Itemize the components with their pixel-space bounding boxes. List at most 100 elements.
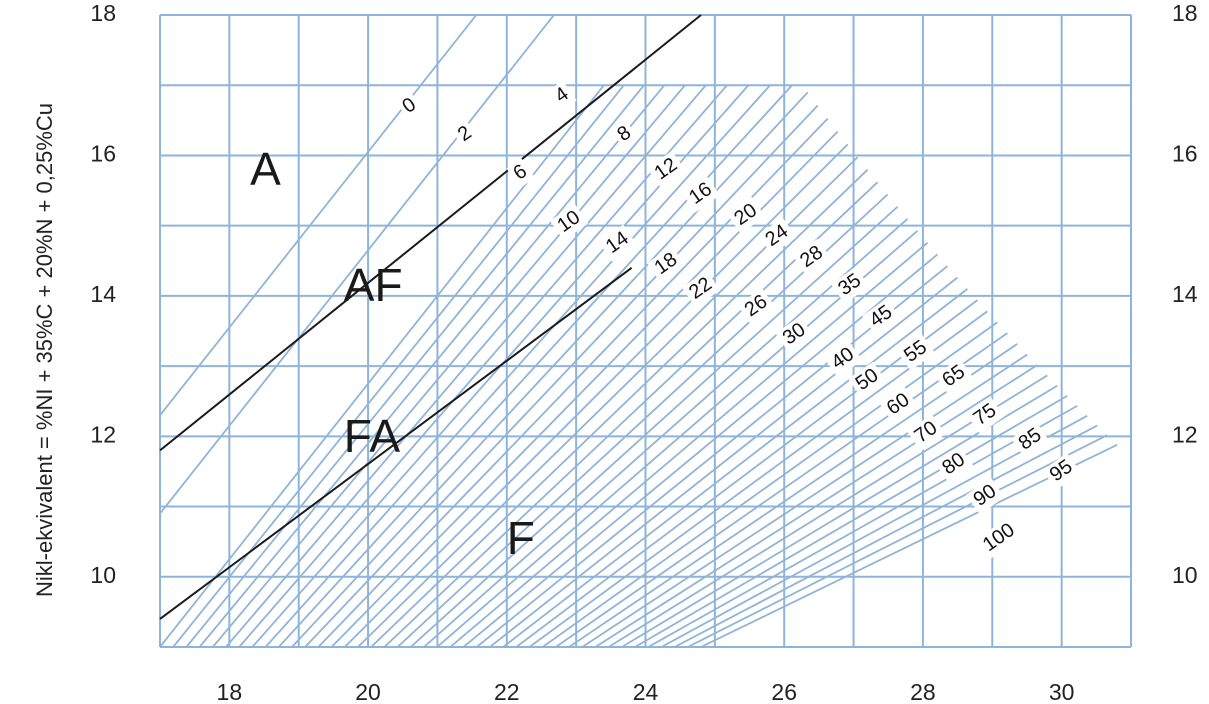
y-tick-label-right: 10 — [1172, 562, 1198, 588]
iso-ferrite-line — [238, 84, 728, 647]
iso-ferrite-line — [634, 395, 1068, 647]
y-tick-label: 12 — [90, 421, 116, 447]
iso-ferrite-line — [160, 15, 477, 416]
iso-label-background — [934, 445, 974, 483]
y-tick-label: 18 — [90, 0, 116, 26]
y-tick-label-right: 16 — [1172, 141, 1198, 167]
region-label: AF — [344, 259, 403, 311]
iso-ferrite-label: 55 — [900, 336, 931, 367]
iso-ferrite-line — [502, 288, 968, 647]
iso-ferrite-label: 60 — [883, 389, 914, 420]
iso-ferrite-line — [462, 253, 939, 647]
iso-ferrite-line — [264, 84, 771, 647]
y-tick-label-right: 12 — [1172, 421, 1198, 447]
iso-label-background — [907, 414, 946, 452]
y-tick-label-right: 14 — [1172, 281, 1198, 307]
iso-ferrite-labels: 0246810121416182022242628303540455055606… — [395, 80, 1081, 561]
iso-ferrite-label: 22 — [685, 273, 716, 304]
iso-label-background — [975, 516, 1024, 561]
iso-ferrite-label: 28 — [796, 241, 827, 272]
iso-label-background — [792, 238, 832, 276]
iso-ferrite-label: 95 — [1046, 455, 1077, 486]
iso-ferrite-line — [198, 84, 666, 647]
iso-ferrite-line — [370, 169, 869, 647]
x-tick-label: 24 — [633, 679, 659, 704]
phase-boundary-line — [159, 14, 702, 452]
iso-ferrite-label: 12 — [650, 154, 681, 185]
iso-ferrite-line — [225, 84, 707, 647]
iso-ferrite-line — [212, 84, 686, 647]
grid — [159, 14, 1132, 648]
iso-label-background — [681, 175, 721, 213]
iso-ferrite-line — [647, 405, 1078, 647]
iso-label-background — [896, 333, 936, 371]
iso-ferrite-line — [660, 414, 1088, 647]
iso-label-background — [450, 119, 480, 150]
x-tick-label: 18 — [217, 679, 243, 704]
x-tick-label: 28 — [910, 679, 936, 704]
tick-labels: 18 20 22 24 26 28 30 10 12 14 16 18 10 12 14 16 18 — [90, 0, 1197, 704]
iso-ferrite-lines — [160, 15, 1118, 647]
iso-label-background — [548, 80, 577, 111]
iso-label-background — [506, 158, 535, 188]
iso-ferrite-line — [436, 230, 919, 647]
y-tick-label: 16 — [90, 141, 116, 167]
iso-ferrite-line — [700, 443, 1118, 647]
iso-ferrite-line — [304, 104, 819, 647]
x-tick-label: 30 — [1049, 679, 1075, 704]
iso-ferrite-label: 45 — [865, 301, 896, 332]
y-tick-label: 14 — [90, 281, 116, 307]
iso-ferrite-line — [674, 424, 1098, 647]
iso-ferrite-label: 85 — [1015, 424, 1046, 455]
iso-ferrite-line — [476, 265, 949, 647]
iso-ferrite-line — [687, 434, 1108, 647]
y-tick-label-right: 18 — [1172, 0, 1198, 26]
y-tick-label: 10 — [90, 562, 116, 588]
region-label: F — [507, 512, 535, 564]
iso-ferrite-line — [410, 206, 899, 647]
iso-ferrite-line — [344, 143, 849, 647]
region-labels: A AF FA F — [250, 143, 535, 564]
iso-label-background — [848, 361, 887, 399]
iso-label-background — [1011, 421, 1050, 459]
iso-label-background — [862, 298, 901, 336]
phase-boundary-line — [159, 266, 633, 620]
iso-ferrite-label: 80 — [938, 448, 969, 479]
iso-label-background — [758, 217, 797, 255]
iso-ferrite-line — [160, 15, 555, 515]
region-label: A — [250, 143, 281, 195]
iso-ferrite-label: 14 — [602, 227, 633, 258]
iso-ferrite-line — [568, 343, 1018, 647]
iso-label-background — [681, 270, 721, 308]
iso-label-background — [610, 119, 639, 150]
iso-ferrite-line — [489, 276, 958, 647]
iso-label-background — [647, 245, 686, 283]
iso-ferrite-line — [594, 364, 1038, 647]
iso-ferrite-line — [555, 332, 1008, 647]
iso-ferrite-line — [185, 84, 645, 647]
iso-label-background — [823, 340, 863, 378]
iso-ferrite-line — [542, 321, 998, 647]
region-label: FA — [344, 410, 401, 462]
iso-ferrite-line — [423, 218, 909, 647]
iso-ferrite-label: 75 — [970, 399, 1001, 430]
iso-label-background — [775, 316, 814, 353]
iso-label-background — [598, 224, 637, 262]
iso-ferrite-line — [581, 353, 1028, 647]
iso-label-background — [879, 386, 918, 424]
iso-label-background — [737, 287, 776, 325]
x-tick-label: 20 — [355, 679, 381, 704]
x-tick-label: 22 — [494, 679, 520, 704]
iso-ferrite-line — [330, 130, 839, 647]
iso-label-background — [966, 396, 1005, 434]
iso-label-background — [395, 91, 424, 122]
iso-label-background — [1042, 453, 1081, 490]
iso-ferrite-line — [291, 91, 809, 647]
iso-label-background — [966, 477, 1005, 515]
y-axis-title: Nikl-ekvivalent = %NI + 35%C + 20%N + 0,… — [32, 103, 57, 597]
iso-ferrite-label: 16 — [685, 178, 716, 209]
iso-label-background — [647, 151, 686, 188]
phase-boundaries — [159, 14, 702, 620]
x-tick-label: 26 — [771, 679, 797, 704]
